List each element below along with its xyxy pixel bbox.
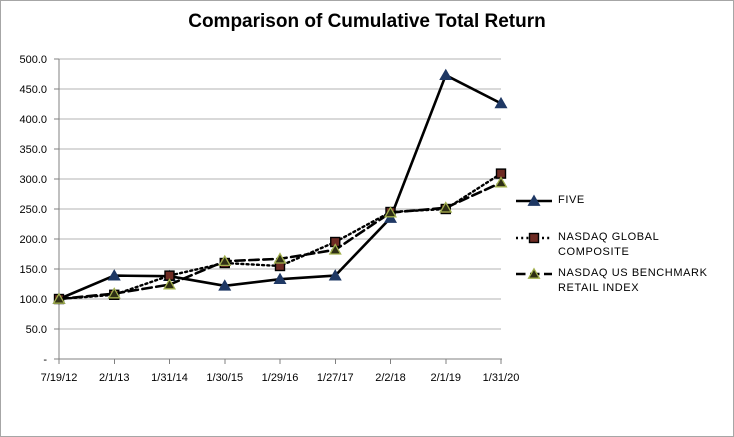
y-tick-label: 100.0 xyxy=(19,294,47,306)
axes xyxy=(54,58,502,364)
gridlines xyxy=(59,58,501,330)
x-tick-label: 7/19/12 xyxy=(41,372,78,384)
x-tick-label: 2/2/18 xyxy=(375,372,406,384)
series-nasdaq-us-benchmark-retail-index xyxy=(52,176,508,304)
y-tick-label: 400.0 xyxy=(19,114,47,126)
chart-title: Comparison of Cumulative Total Return xyxy=(188,11,546,32)
y-tick-label: - xyxy=(43,354,47,366)
y-tick-label: 350.0 xyxy=(19,144,47,156)
y-tick-label: 50.0 xyxy=(26,324,47,336)
legend-label-five: FIVE xyxy=(558,194,585,206)
legend-swatch-dotted-square xyxy=(516,232,552,244)
x-tick-label: 1/29/16 xyxy=(262,372,299,384)
y-tick-label: 250.0 xyxy=(19,204,47,216)
y-tick-label: 150.0 xyxy=(19,264,47,276)
legend-item-five: FIVE xyxy=(515,193,585,208)
x-axis-labels: 7/19/12 2/1/13 1/31/14 1/30/15 1/29/16 1/27/1… xyxy=(41,372,520,384)
legend-swatch-dashed-triangle xyxy=(516,267,552,279)
y-tick-label: 450.0 xyxy=(19,84,47,96)
legend-label-nasdaq-us-benchmark-retail-index: NASDAQ US BENCHMARK RETAIL INDEX xyxy=(558,267,708,294)
y-tick-label: 500.0 xyxy=(19,54,47,66)
legend-item-nasdaq-us-benchmark-retail-index: NASDAQ US BENCHMARK RETAIL INDEX xyxy=(515,266,726,296)
legend-item-nasdaq-global-composite: NASDAQ GLOBAL COMPOSITE xyxy=(515,230,726,260)
x-tick-label: 1/31/14 xyxy=(151,372,188,384)
x-tick-label: 1/30/15 xyxy=(206,372,243,384)
y-tick-label: 300.0 xyxy=(19,174,47,186)
x-tick-label: 2/1/13 xyxy=(99,372,130,384)
x-tick-label: 1/27/17 xyxy=(317,372,354,384)
y-axis-labels: 500.0 450.0 400.0 350.0 300.0 250.0 200.0 150.0… xyxy=(19,54,47,366)
x-tick-label: 1/31/20 xyxy=(483,372,520,384)
legend-label-nasdaq-global-composite: NASDAQ GLOBAL COMPOSITE xyxy=(558,231,659,258)
x-tick-label: 2/1/19 xyxy=(430,372,461,384)
y-tick-label: 200.0 xyxy=(19,234,47,246)
legend-swatch-solid-triangle xyxy=(516,194,552,206)
